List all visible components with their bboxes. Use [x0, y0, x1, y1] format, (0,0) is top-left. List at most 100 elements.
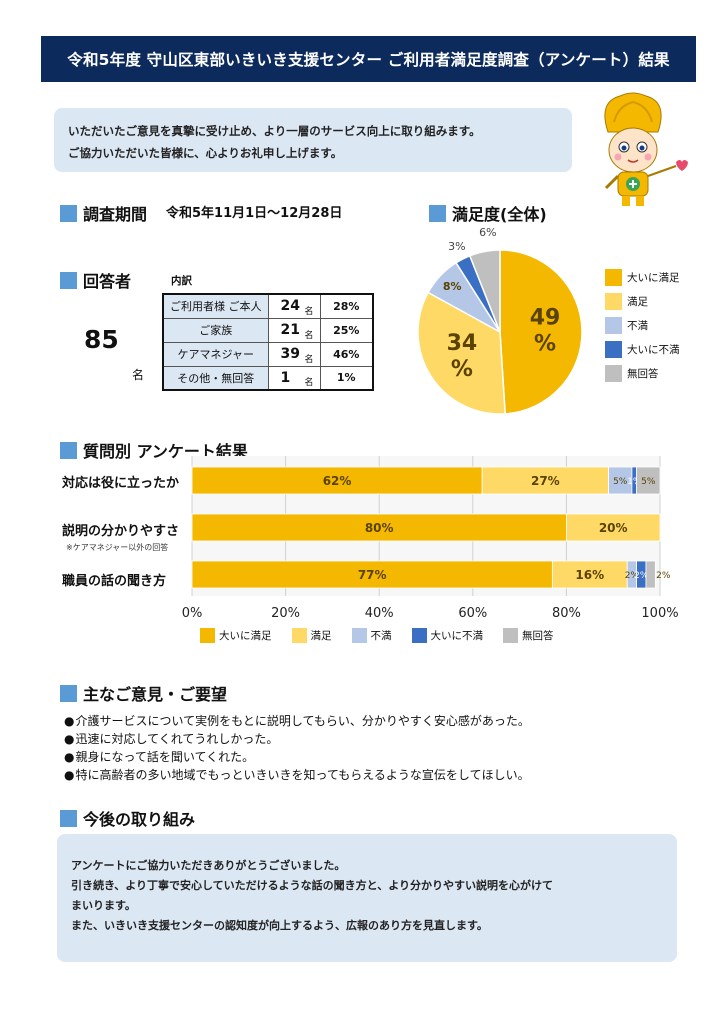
pie-slice-label: 49: [530, 306, 561, 331]
bar-segment: [566, 513, 661, 542]
bar-segment-label: 2%: [625, 571, 640, 581]
bar-segment-label: 77%: [358, 568, 387, 582]
question-label: 対応は役に立ったか: [62, 476, 180, 491]
satisfaction-pie-chart: 49% 34% 8% 3% 6%: [400, 225, 600, 429]
legend-label: 不満: [627, 320, 648, 332]
legend-label: 大いに満足: [219, 630, 272, 642]
x-tick-label: 80%: [552, 606, 581, 621]
pie-slice-label: 8%: [443, 280, 462, 293]
future-line-2: 引き続き、より丁寧で安心していただけるような話の聞き方と、より分かりやすい説明を…: [71, 879, 554, 892]
bar-segment-label: 80%: [365, 521, 394, 535]
table-row: その他・無回答 1 名 1%: [162, 365, 374, 391]
legend-label: 不満: [370, 630, 392, 642]
legend-label: 無回答: [627, 368, 659, 380]
list-item: 親身になって話を聞いてくれた。: [64, 748, 530, 766]
list-item: 介護サービスについて実例をもとに説明してもらい、分かりやすく安心感があった。: [64, 712, 529, 730]
legend-item: 大いに満足: [200, 628, 272, 643]
heading-marker: [60, 204, 77, 222]
opinions-list: 介護サービスについて実例をもとに説明してもらい、分かりやすく安心感があった。 迅…: [64, 712, 530, 784]
row-category: ご利用者様 ご本人: [162, 293, 269, 319]
legend-swatch: [351, 628, 367, 643]
x-tick-label: 40%: [365, 606, 394, 621]
legend-swatch: [503, 628, 518, 643]
legend-swatch: [605, 269, 622, 286]
table-row: ご利用者様 ご本人 24 名 28%: [162, 293, 374, 319]
row-count-value: 24: [280, 298, 300, 315]
bar-segment-label: 2%: [656, 571, 671, 581]
row-percent: 1%: [319, 365, 374, 391]
legend-swatch: [411, 628, 427, 643]
legend-swatch: [200, 628, 215, 643]
row-count-unit: 名: [304, 378, 314, 388]
row-count: 21 名: [267, 317, 321, 343]
bar-segment: [551, 560, 628, 589]
legend-label: 満足: [310, 630, 332, 642]
intro-line-2: ご協力いただいた皆様に、心よりお礼申し上げます。: [68, 146, 343, 160]
row-category: ご家族: [162, 317, 269, 343]
bar-segment-label: 27%: [531, 474, 560, 488]
heading-marker: [60, 809, 77, 827]
respondent-total: 85: [84, 325, 119, 354]
bar-segment-label: 2%: [634, 571, 649, 581]
bar-segment-label: 5%: [641, 477, 656, 487]
legend-label: 大いに不満: [430, 630, 484, 642]
period-heading: 調査期間: [60, 201, 147, 225]
bar-segment: [636, 466, 661, 495]
legend-item: 無回答: [503, 628, 554, 643]
legend-item: 満足: [291, 628, 332, 643]
row-count-unit: 名: [304, 306, 314, 317]
row-count-unit: 名: [304, 330, 314, 341]
pie-slice-label: 3%: [448, 240, 465, 253]
legend-swatch: [605, 365, 622, 382]
legend-swatch: [605, 293, 622, 310]
table-row: ケアマネジャー 39 名 46%: [162, 341, 374, 367]
pie-legend: 大いに満足満足不満大いに不満無回答: [605, 268, 680, 388]
satisfaction-heading: 満足度(全体): [429, 201, 547, 225]
heading-marker: [429, 204, 446, 222]
legend-item: 大いに不満: [411, 628, 484, 643]
intro-message: いただいたご意見を真摯に受け止め、より一層のサービス向上に取り組みます。 ご協力…: [54, 108, 572, 172]
legend-label: 大いに不満: [627, 344, 680, 356]
legend-item: 無回答: [605, 364, 680, 383]
legend-item: 不満: [605, 316, 680, 335]
breakdown-label: 内訳: [171, 275, 192, 287]
survey-period: 令和5年11月1日～12月28日: [166, 206, 343, 221]
mascot-illustration: [604, 92, 688, 206]
question-label: 説明の分かりやすさ: [62, 524, 180, 539]
legend-swatch: [605, 317, 622, 334]
respondent-total-unit: 名: [132, 368, 145, 382]
list-item: 迅速に対応してくれてうれしかった。: [64, 730, 530, 748]
heading-marker: [60, 684, 77, 702]
x-tick-label: 60%: [458, 606, 487, 621]
row-count-value: 1: [280, 369, 291, 386]
pie-slice: [499, 249, 583, 415]
row-count: 39 名: [267, 341, 321, 367]
pie-slice-label: 34: [447, 331, 478, 356]
opinions-heading: 主なご意見・ご要望: [60, 681, 227, 705]
legend-label: 満足: [627, 296, 648, 308]
page-title: 令和5年度 守山区東部いきいき支援センター ご利用者満足度調査（アンケート）結果: [41, 36, 696, 82]
bar-segment-label: 1%: [627, 477, 642, 487]
question-label: 職員の話の聞き方: [62, 574, 167, 589]
row-count: 24 名: [267, 293, 321, 319]
pie-slice-label: %: [534, 332, 556, 357]
pie-slice: [468, 249, 501, 333]
future-heading: 今後の取り組み: [60, 806, 195, 830]
x-tick-label: 20%: [271, 606, 300, 621]
bar-segment: [481, 466, 609, 495]
list-item: 特に高齢者の多い地域でもっといきいきを知ってもらえるような宣伝をしてほしい。: [64, 766, 530, 784]
legend-swatch: [605, 341, 622, 358]
row-category: ケアマネジャー: [162, 341, 269, 367]
legend-item: 満足: [605, 292, 680, 311]
intro-line-1: いただいたご意見を真摯に受け止め、より一層のサービス向上に取り組みます。: [68, 124, 481, 138]
bar-segment-label: 5%: [613, 477, 628, 487]
future-line-4: また、いきいき支援センターの認知度が向上するよう、広報のあり方を見直します。: [71, 919, 488, 932]
legend-label: 無回答: [522, 630, 554, 642]
row-count-value: 39: [280, 346, 300, 362]
heading-marker: [60, 271, 77, 289]
legend-label: 大いに満足: [627, 272, 680, 284]
row-count-unit: 名: [304, 354, 314, 365]
future-line-3: まいります。: [71, 899, 136, 912]
legend-item: 大いに満足: [605, 268, 680, 287]
